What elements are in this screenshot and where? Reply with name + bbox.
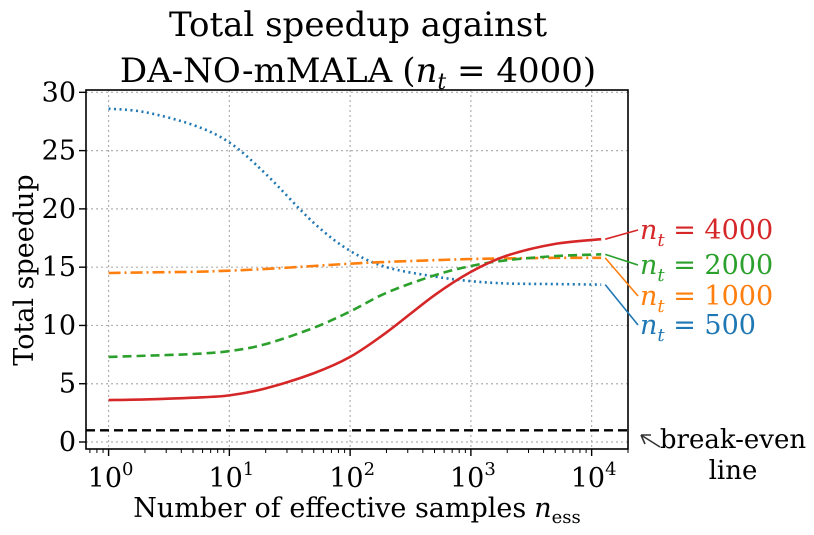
x-tick-exponent: 4 [605, 459, 616, 480]
series-label-eq: = 2000 [665, 250, 774, 281]
y-tick-label: 10 [42, 310, 76, 341]
break-even-label-line2: line [709, 456, 758, 486]
x-tick-base: 10 [450, 463, 484, 494]
series-label-0: nt = 500 [640, 310, 756, 346]
series-group [108, 107, 602, 402]
chart-title-line2: DA-NO-mMALA (nt = 4000) [120, 51, 596, 95]
x-axis-label-text: Number of effective samples [133, 493, 526, 524]
y-tick-label: 30 [42, 77, 76, 108]
chart-title-sub: t [437, 70, 446, 95]
y-tick-label: 20 [42, 194, 76, 225]
series-label-var: n [640, 310, 657, 341]
series-label-2: nt = 2000 [640, 250, 773, 286]
x-tick-label: 100 [88, 459, 134, 494]
chart-title-paren: ( [402, 51, 415, 91]
series-line-2 [108, 253, 602, 359]
x-tick-label: 101 [208, 459, 254, 494]
break-even-label-line1: break-even [660, 425, 807, 455]
series-leader-line [604, 229, 639, 240]
series-label-sub: t [657, 325, 665, 346]
series-leader-line [604, 284, 639, 326]
series-leader-line [604, 257, 639, 297]
series-label-3: nt = 4000 [640, 215, 773, 251]
series-label-sub: t [657, 230, 665, 251]
x-axis-label-sub: ess [552, 507, 581, 528]
x-axis-label-var: n [534, 493, 551, 524]
chart-title-line1: Total speedup against [169, 5, 547, 45]
series-label-sub: t [657, 296, 665, 317]
y-tick-label: 5 [59, 369, 76, 400]
x-tick-exponent: 1 [243, 459, 254, 480]
y-tick-label: 25 [42, 136, 76, 167]
x-tick-base: 10 [329, 463, 363, 494]
series-line-1 [108, 256, 602, 275]
x-tick-base: 10 [208, 463, 242, 494]
series-label-1: nt = 1000 [640, 281, 773, 317]
x-tick-base: 10 [571, 463, 605, 494]
x-tick-exponent: 2 [364, 459, 375, 480]
chart-title-var: n [416, 51, 438, 91]
x-tick-label: 103 [450, 459, 496, 494]
x-tick-label: 104 [571, 459, 617, 494]
chart-title-eq: = 4000) [446, 51, 596, 91]
y-tick-label: 0 [59, 427, 76, 458]
series-label-eq: = 1000 [665, 281, 774, 312]
x-axis-label: Number of effective samples ness [133, 493, 581, 528]
y-axis-label: Total speedup [9, 174, 40, 365]
x-tick-exponent: 0 [122, 459, 133, 480]
x-tick-base: 10 [88, 463, 122, 494]
series-label-var: n [640, 281, 657, 312]
series-label-var: n [640, 250, 657, 281]
series-label-eq: = 500 [665, 310, 756, 341]
series-label-var: n [640, 215, 657, 246]
y-tick-label: 15 [42, 252, 76, 283]
chart-title-method: DA-NO-mMALA [120, 51, 393, 91]
x-tick-label: 102 [329, 459, 375, 494]
series-label-sub: t [657, 265, 665, 286]
plot-frame [85, 89, 629, 450]
x-tick-exponent: 3 [484, 459, 495, 480]
grid [86, 90, 628, 449]
series-leader-line [604, 253, 639, 266]
series-label-eq: = 4000 [665, 215, 774, 246]
series-line-0 [108, 107, 602, 286]
break-even-arrow [640, 434, 661, 448]
series-line-3 [108, 237, 602, 402]
